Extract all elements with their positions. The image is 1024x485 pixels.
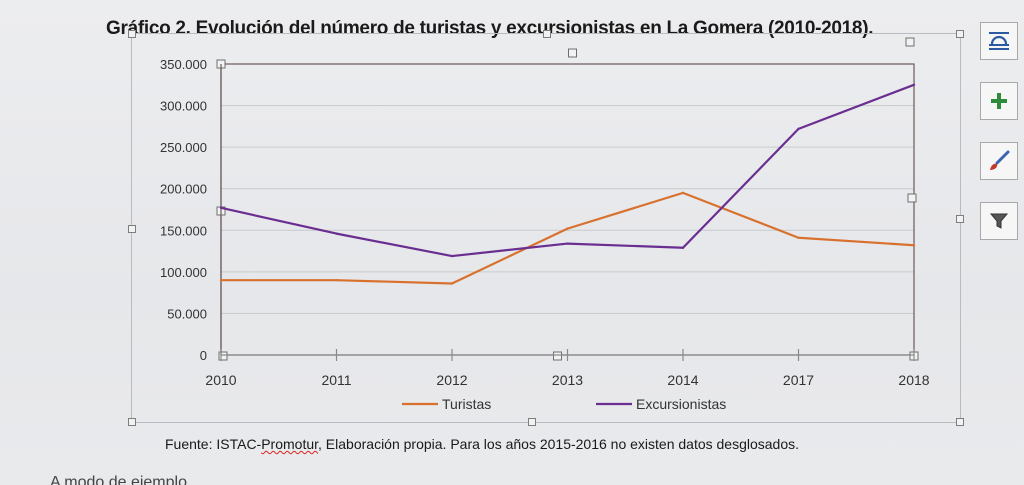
data-point-turistas[interactable] xyxy=(681,191,685,195)
data-point-turistas[interactable] xyxy=(450,282,454,285)
plot-area-handle[interactable] xyxy=(568,48,577,58)
data-point-excursionistas[interactable] xyxy=(566,242,569,245)
plus-icon xyxy=(991,93,1007,109)
plot-area-handle[interactable] xyxy=(907,193,917,203)
plot-area-handle[interactable] xyxy=(553,351,562,361)
x-tick-label: 2013 xyxy=(552,372,583,388)
plot-area-handle[interactable] xyxy=(905,37,915,47)
data-point-excursionistas[interactable] xyxy=(450,254,454,258)
data-point-turistas[interactable] xyxy=(797,236,800,239)
x-tick-label: 2014 xyxy=(667,372,698,388)
data-point-excursionistas[interactable] xyxy=(219,206,223,210)
y-tick-label: 100.000 xyxy=(160,265,207,280)
y-tick-label: 300.000 xyxy=(160,99,207,114)
x-tick-label: 2011 xyxy=(321,372,351,388)
chart-styles-button[interactable] xyxy=(980,142,1018,180)
source-note: Fuente: ISTAC-Promotur, Elaboración prop… xyxy=(165,436,799,452)
x-tick-label: 2017 xyxy=(783,372,814,388)
resize-handle-bottom-left[interactable] xyxy=(128,418,136,426)
data-point-turistas[interactable] xyxy=(912,244,916,247)
data-point-turistas[interactable] xyxy=(335,278,338,282)
resize-handle-top[interactable] xyxy=(543,30,551,38)
resize-handle-top-left[interactable] xyxy=(128,30,136,38)
gridlines xyxy=(221,105,914,314)
resize-handle-bottom-right[interactable] xyxy=(956,418,964,426)
source-misspelled-word[interactable]: Promotur xyxy=(261,436,319,452)
chart-filters-button[interactable] xyxy=(980,202,1018,240)
plot-area-handle[interactable] xyxy=(218,351,228,361)
filter-icon xyxy=(989,213,1009,229)
data-point-excursionistas[interactable] xyxy=(681,246,685,249)
y-tick-label: 250.000 xyxy=(160,140,207,155)
x-tick-label: 2018 xyxy=(898,372,929,388)
y-tick-label: 50.000 xyxy=(167,306,207,321)
legend-label-turistas[interactable]: Turistas xyxy=(442,396,491,412)
chart-elements-button[interactable] xyxy=(980,82,1018,120)
y-tick-label: 0 xyxy=(200,348,207,363)
resize-handle-right[interactable] xyxy=(956,215,964,223)
source-prefix: Fuente: ISTAC- xyxy=(165,436,262,452)
plot-area-border[interactable] xyxy=(220,63,915,356)
body-text-cut: A modo de ejemplo... xyxy=(50,474,201,485)
y-tick-label: 150.000 xyxy=(160,223,207,238)
y-tick-label: 200.000 xyxy=(160,182,207,197)
resize-handle-left[interactable] xyxy=(128,225,136,233)
x-tick-label: 2012 xyxy=(436,372,467,388)
data-point-excursionistas[interactable] xyxy=(912,83,916,86)
resize-handle-bottom[interactable] xyxy=(528,418,536,426)
layout-options-icon xyxy=(989,32,1009,50)
layout-options-button[interactable] xyxy=(980,22,1018,60)
legend[interactable]: Turistas Excursionistas xyxy=(402,396,726,412)
x-tick-label: 2010 xyxy=(205,372,236,388)
y-tick-label: 350.000 xyxy=(160,57,207,72)
paintbrush-icon xyxy=(990,150,1010,170)
resize-handle-top-right[interactable] xyxy=(956,30,964,38)
source-suffix: , Elaboración propia. Para los años 2015… xyxy=(318,436,800,452)
series-lines[interactable] xyxy=(219,83,916,285)
data-point-turistas[interactable] xyxy=(219,278,223,282)
axes: 0 50.000 100.000 150.000 200.000 250.000 300.0… xyxy=(160,57,930,388)
chart-frame[interactable] xyxy=(128,30,964,426)
data-point-excursionistas[interactable] xyxy=(335,232,338,235)
legend-label-excursionistas[interactable]: Excursionistas xyxy=(636,396,726,412)
data-point-excursionistas[interactable] xyxy=(797,127,800,131)
plot-area[interactable] xyxy=(216,37,919,361)
series-line-turistas[interactable] xyxy=(221,191,915,285)
data-point-turistas[interactable] xyxy=(566,227,569,230)
